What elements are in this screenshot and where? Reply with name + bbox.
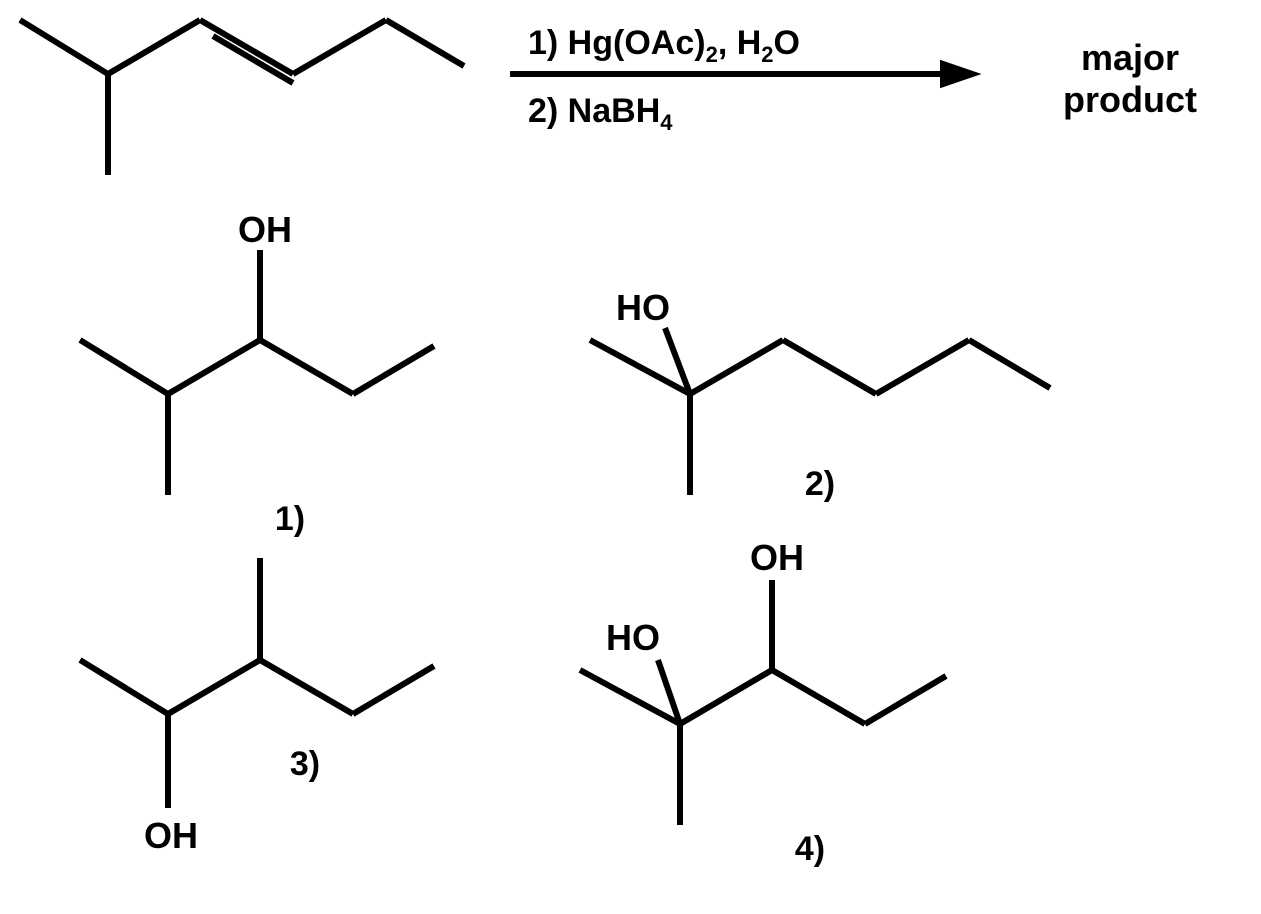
- option-label-2: 2): [805, 465, 835, 503]
- option-label-1: 1): [275, 500, 305, 538]
- oh-label-left: HO: [606, 617, 660, 658]
- oh-label: HO: [616, 287, 670, 328]
- reagent-line-1: 1) Hg(OAc)2, H2O: [528, 24, 800, 67]
- reagent-line-2: 2) NaBH4: [528, 92, 673, 135]
- product-label-line2: product: [1063, 79, 1197, 120]
- oh-label-right: OH: [750, 537, 804, 578]
- option-label-3: 3): [290, 745, 320, 783]
- starting-material: [20, 20, 464, 175]
- option-4: HO OH 4): [580, 537, 946, 868]
- reaction-arrow: 1) Hg(OAc)2, H2O 2) NaBH4 majorproduct: [510, 24, 1197, 135]
- oh-label: OH: [238, 209, 292, 250]
- product-label-line1: major: [1081, 37, 1179, 78]
- option-label-4: 4): [795, 830, 825, 868]
- option-1: OH 1): [80, 209, 434, 538]
- option-2: HO 2): [590, 287, 1050, 503]
- oh-label: OH: [144, 815, 198, 856]
- option-3: OH 3): [80, 558, 434, 856]
